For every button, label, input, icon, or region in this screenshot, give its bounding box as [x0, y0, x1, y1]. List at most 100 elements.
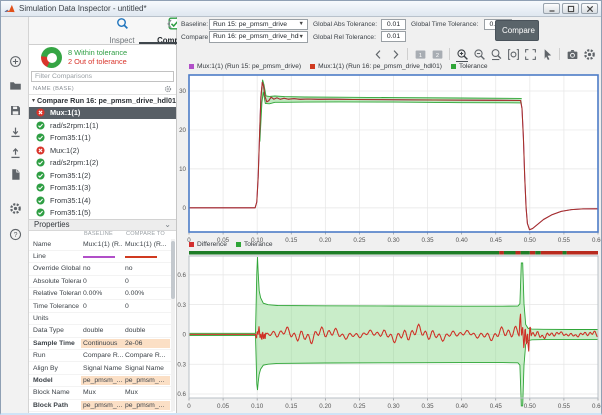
property-label: Align By — [33, 364, 58, 372]
svg-text:0: 0 — [187, 403, 191, 410]
collapse-panel-icon[interactable]: ❮ — [166, 19, 173, 28]
property-row: Align By Signal Name Signal Name — [29, 362, 173, 375]
signal-row[interactable]: From35:1(1) — [29, 132, 176, 145]
signal-row[interactable]: From35:1(2) — [29, 169, 176, 182]
signal-row[interactable]: From35:1(5) — [29, 207, 176, 220]
window-title: Simulation Data Inspector - untitled* — [19, 4, 147, 13]
legend-item: Difference — [189, 241, 227, 248]
properties-table: Name Mux:1(1) (R... Mux:1(1) (R... Line Over… — [29, 239, 173, 414]
signal-name: From35:1(5) — [50, 208, 91, 218]
layout-one-icon[interactable]: 1 — [413, 47, 427, 61]
signal-row[interactable]: rad/s2rpm:1(2) — [29, 157, 176, 170]
settings-icon[interactable] — [582, 47, 596, 61]
property-label: Model — [33, 376, 53, 384]
top-comparison-plot[interactable]: 0 0.05 0.10 0.15 0.20 0.25 0.30 0.35 0.40 0.45 0.5… — [177, 73, 602, 249]
property-label: Data Type — [33, 327, 64, 335]
next-icon[interactable] — [388, 47, 402, 61]
property-compare-value: Signal Name — [125, 364, 164, 372]
import-icon[interactable] — [7, 124, 23, 140]
global-abs-tolerance-input[interactable] — [381, 18, 406, 30]
scrollbar-thumb[interactable] — [171, 241, 175, 299]
zoom-in-icon[interactable] — [455, 47, 469, 62]
pass-status-icon — [36, 196, 45, 205]
property-baseline-value: Continuous — [81, 338, 123, 348]
svg-text:?: ? — [13, 231, 17, 238]
legend-swatch — [189, 242, 194, 247]
property-row: Data Type double double — [29, 325, 173, 338]
compare-to-select[interactable]: Run 16: pe_pmsm_drive_hdl01 ▼ — [209, 31, 308, 43]
svg-text:0: 0 — [187, 237, 191, 244]
properties-header[interactable]: Properties ⌄ — [29, 219, 176, 231]
zoom-out-icon[interactable] — [472, 47, 486, 61]
property-compare-value: 0.00% — [125, 290, 145, 298]
prev-icon[interactable] — [371, 47, 385, 61]
svg-text:30: 30 — [179, 88, 186, 95]
property-baseline-value: pe_pmsm_... — [81, 375, 123, 385]
export-icon[interactable] — [7, 145, 23, 161]
zoom-x-icon[interactable] — [489, 47, 503, 61]
layout-two-icon[interactable]: 2 — [430, 47, 444, 61]
tab-compare[interactable]: Compare — [143, 17, 205, 45]
property-compare-value: Mux — [125, 389, 138, 397]
property-compare-value: Compare R... — [125, 352, 166, 360]
signal-name: From35:1(3) — [50, 183, 91, 193]
property-baseline-value: 0 — [83, 302, 87, 310]
global-rel-tolerance-input[interactable] — [381, 31, 406, 42]
compare-button[interactable]: Compare — [495, 20, 539, 41]
comparison-group-label: Compare Run 16: pe_pmsm_drive_hdl01 to..… — [37, 96, 176, 106]
properties-scrollbar[interactable] — [171, 239, 175, 411]
maximize-button[interactable] — [562, 3, 579, 14]
tab-inspect[interactable]: Inspect — [91, 18, 153, 45]
svg-text:0.25: 0.25 — [353, 403, 366, 410]
minimize-button[interactable] — [543, 3, 560, 14]
baseline-select[interactable]: Run 15: pe_pmsm_drive ▼ — [209, 18, 308, 30]
signal-row[interactable]: rad/s2rpm:1(1) — [29, 119, 176, 132]
svg-text:0.45: 0.45 — [490, 237, 503, 244]
add-icon[interactable] — [7, 53, 23, 69]
property-label: Run — [33, 352, 46, 360]
window-controls — [543, 3, 598, 14]
property-label: Block Name — [33, 389, 70, 397]
difference-plot[interactable]: 0 0.05 0.10 0.15 0.20 0.25 0.30 0.35 0.40 0.45 0.5… — [177, 250, 602, 415]
fit-view-icon[interactable] — [523, 47, 537, 61]
property-label: Absolute Tolerance — [33, 277, 81, 285]
open-session-icon[interactable] — [7, 77, 23, 93]
filter-comparisons-input[interactable] — [31, 71, 174, 82]
signal-row[interactable]: From35:1(4) — [29, 194, 176, 207]
property-compare-value: 0 — [125, 277, 129, 285]
sidebar-toolbar: ? — [1, 17, 29, 413]
svg-text:-0.6: -0.6 — [177, 391, 187, 398]
comparison-group-row[interactable]: ▾ Compare Run 16: pe_pmsm_drive_hdl01 to… — [29, 95, 176, 107]
svg-text:0: 0 — [183, 205, 187, 212]
pass-status-icon — [36, 183, 45, 192]
out-of-tolerance-count: 2 Out of tolerance — [68, 56, 127, 66]
baseline-line-swatch — [83, 256, 115, 259]
legend-item: Tolerance — [235, 241, 273, 248]
svg-text:0.40: 0.40 — [456, 403, 469, 410]
property-label: Line — [33, 253, 46, 261]
create-report-icon[interactable] — [7, 166, 23, 182]
svg-text:0.3: 0.3 — [177, 302, 186, 309]
signal-row[interactable]: From35:1(3) — [29, 182, 176, 195]
zoom-region-icon[interactable] — [506, 47, 520, 61]
help-icon[interactable]: ? — [7, 226, 23, 242]
property-baseline-value: 0 — [83, 277, 87, 285]
close-button[interactable] — [581, 3, 598, 14]
signal-row[interactable]: Mux:1(2) — [29, 144, 176, 157]
column-settings-icon[interactable] — [164, 80, 172, 98]
dropdown-arrow-icon: ▼ — [298, 21, 304, 28]
pointer-icon[interactable] — [540, 47, 554, 61]
svg-text:0.10: 0.10 — [251, 237, 264, 244]
signal-row[interactable]: Mux:1(1) — [29, 106, 176, 119]
check-square-icon — [168, 17, 181, 35]
global-abs-tolerance-label: Global Abs Tolerance: — [313, 21, 378, 28]
baseline-label: Baseline: — [181, 21, 209, 28]
property-label: Block Path — [33, 401, 69, 409]
save-session-icon[interactable] — [7, 102, 23, 118]
snapshot-icon[interactable] — [565, 47, 579, 61]
svg-text:20: 20 — [179, 127, 186, 134]
preferences-icon[interactable] — [7, 200, 23, 216]
